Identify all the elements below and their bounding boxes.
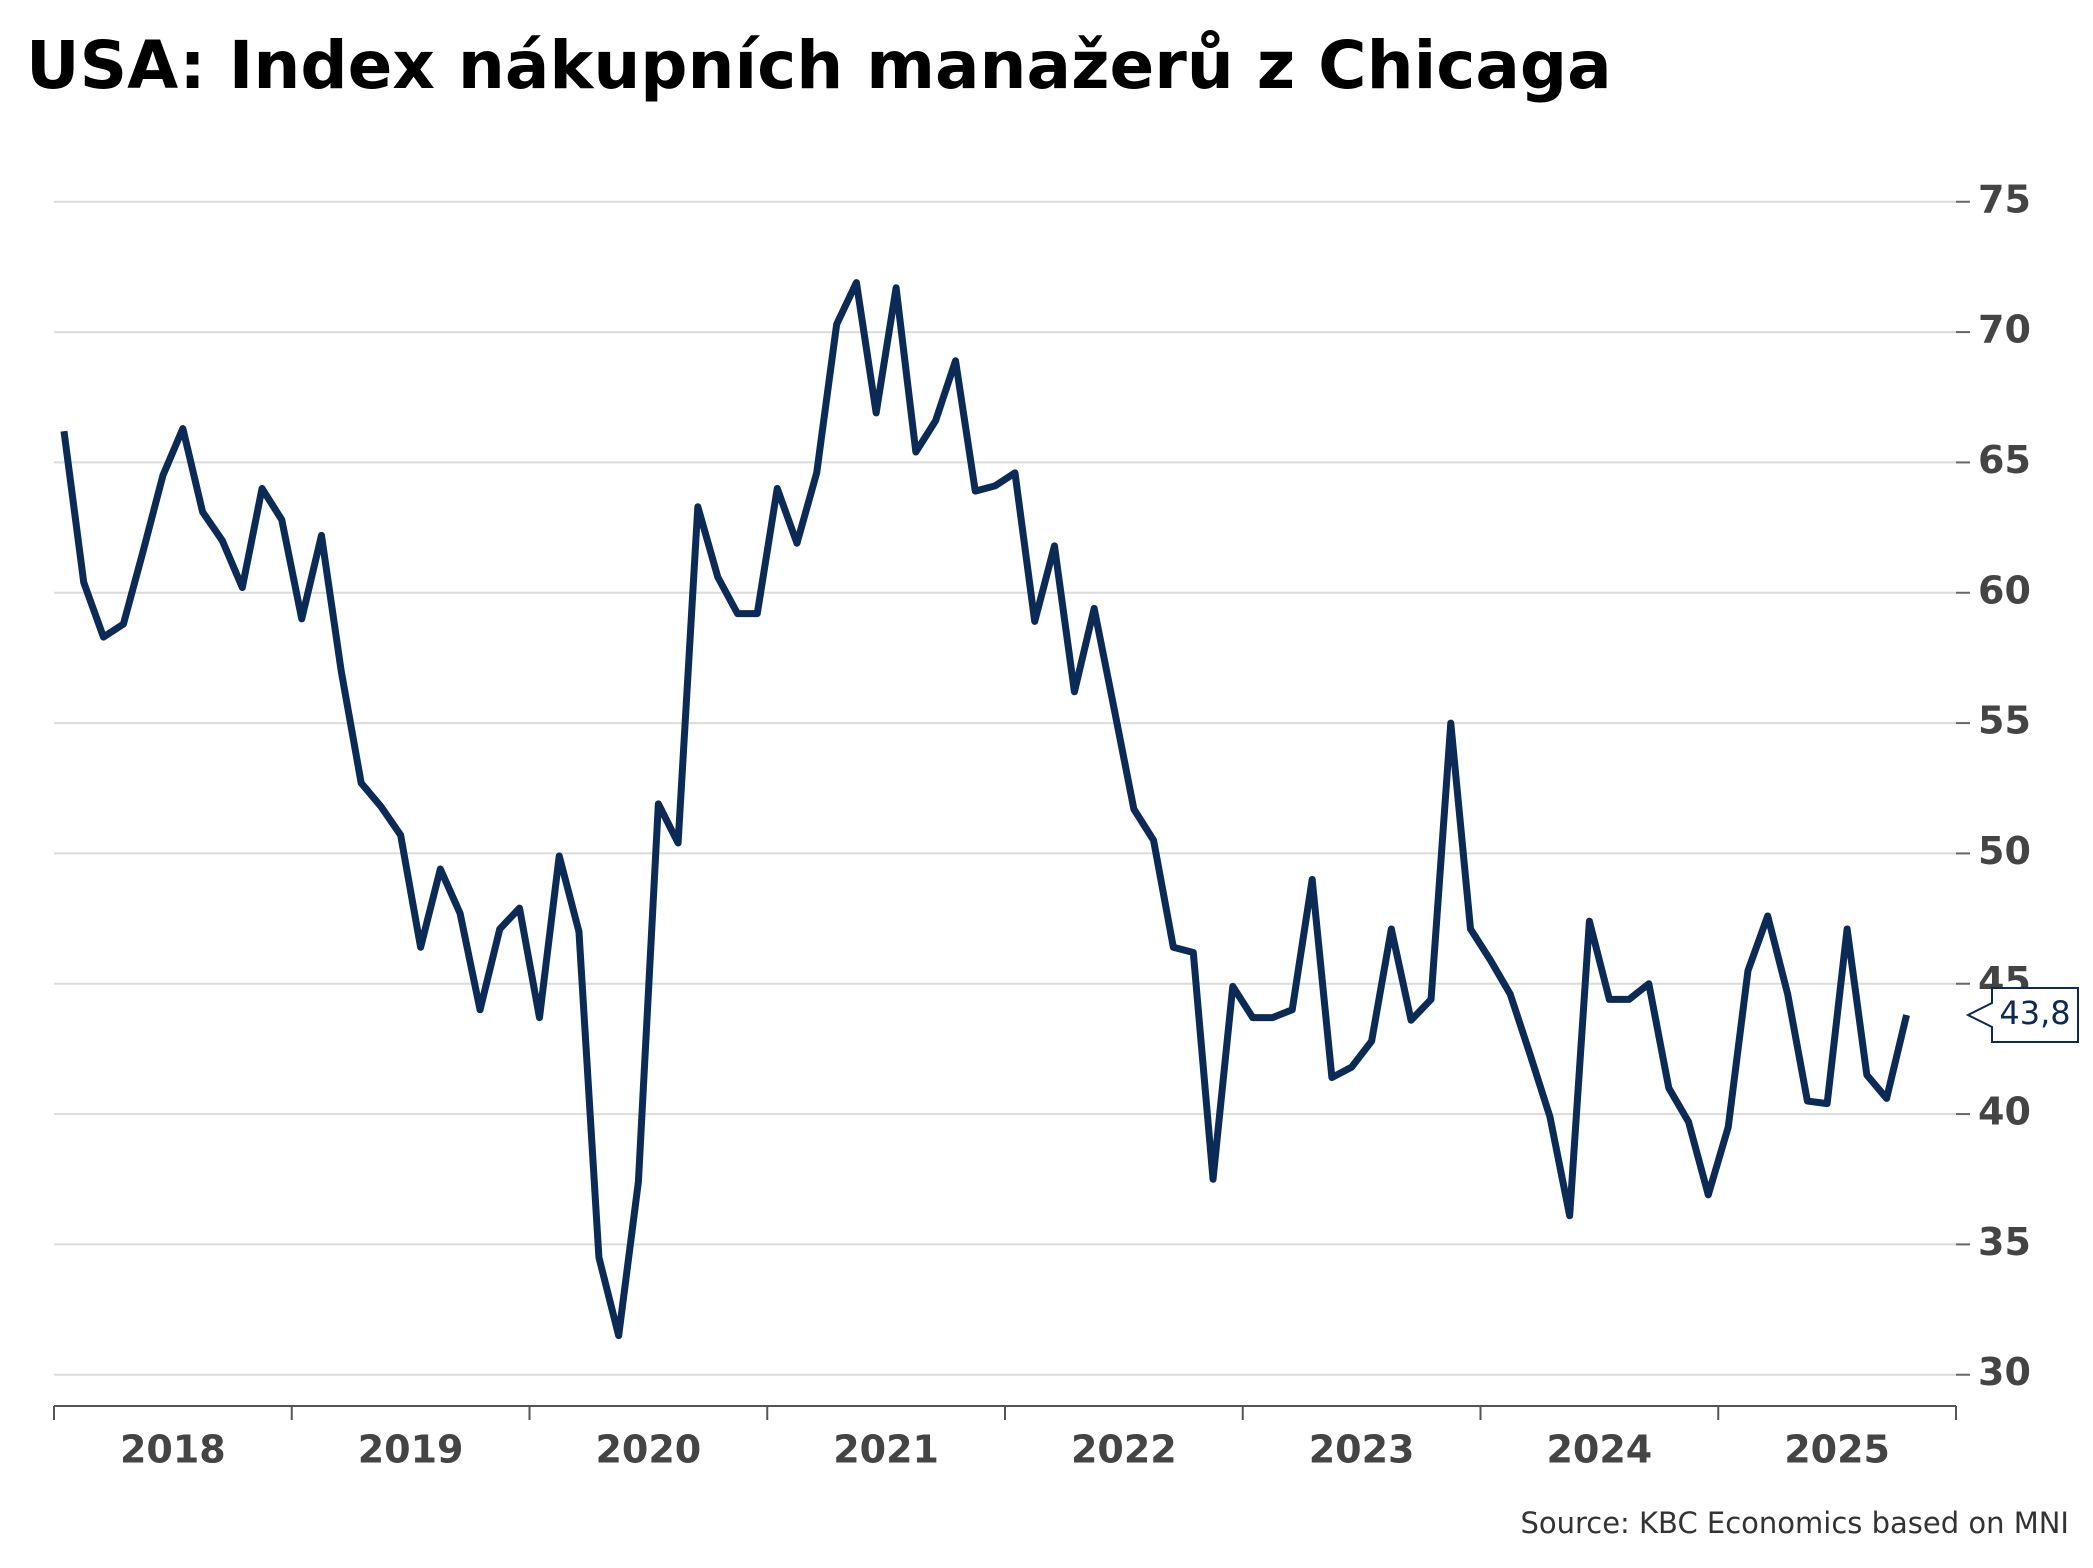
x-tick-label: 2023 [1309,1428,1415,1472]
y-tick-label: 70 [1978,308,2031,352]
y-tick-label: 55 [1978,699,2031,743]
y-tick-label: 75 [1978,177,2031,221]
chart-title: USA: Index nákupních manažerů z Chicaga [26,27,1612,104]
y-tick-label: 60 [1978,568,2031,612]
value-label-box [1965,987,2079,1044]
y-tick-label: 50 [1978,829,2031,873]
source: Source: KBC Economics based on MNI [1520,1506,2069,1540]
x-tick-label: 2020 [595,1428,701,1472]
y-tick-label: 30 [1978,1350,2031,1394]
x-tick-label: 2022 [1071,1428,1177,1472]
y-tick-label: 65 [1978,438,2031,482]
y-tick-label: 35 [1978,1220,2031,1264]
x-tick-label: 2025 [1784,1428,1890,1472]
x-tick-label: 2021 [833,1428,939,1472]
x-tick-label: 2019 [358,1428,464,1472]
line [60,279,1910,1340]
y-tick-label: 40 [1978,1090,2031,1134]
x-tick-label: 2018 [120,1428,226,1472]
value-label: 43,8 [1999,994,2070,1032]
x-tick-label: 2024 [1546,1428,1652,1472]
